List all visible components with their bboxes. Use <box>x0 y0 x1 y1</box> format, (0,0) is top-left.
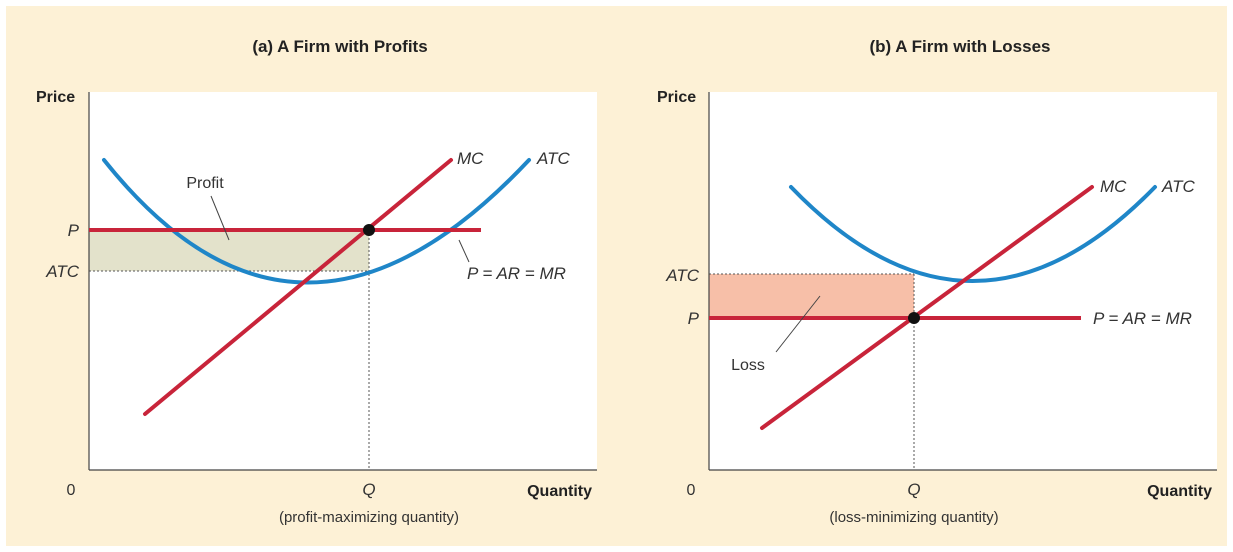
panel-b-x-axis-title: Quantity <box>1147 483 1212 500</box>
panel-a-price-line-label: P = AR = MR <box>467 264 566 283</box>
panel-b-tick-atc: ATC <box>665 266 699 285</box>
panel-a-equilibrium-point <box>363 224 375 236</box>
loss-pointer <box>775 295 821 353</box>
panel-a-q-note: (profit-maximizing quantity) <box>279 509 459 526</box>
panel-b-atc-curve <box>789 185 1157 283</box>
panel-a-atc-label: ATC <box>536 149 570 168</box>
panel-a-price-pointer <box>458 239 470 263</box>
panel-b-tick-q: Q <box>907 480 920 499</box>
panel-a-x-axis-title: Quantity <box>527 483 592 500</box>
panel-a-mc-label: MC <box>457 149 484 168</box>
panel-a-tick-p: P <box>68 221 80 240</box>
panel-b-q-note: (loss-minimizing quantity) <box>829 509 998 526</box>
panel-a-tick-q: Q <box>362 480 375 499</box>
panel-a-title: (a) A Firm with Profits <box>252 37 427 56</box>
panel-b: (b) A Firm with Losses Loss P = AR = MR … <box>657 37 1217 526</box>
panel-b-y-axis-title: Price <box>657 89 696 106</box>
panel-a: (a) A Firm with Profits Profit P = AR = … <box>36 37 597 526</box>
panel-b-origin: 0 <box>687 482 696 499</box>
panel-b-tick-p: P <box>688 309 700 328</box>
loss-label: Loss <box>731 357 765 374</box>
panel-b-mc-label: MC <box>1100 177 1127 196</box>
panel-b-equilibrium-point <box>908 312 920 324</box>
profit-label: Profit <box>186 175 224 192</box>
panel-a-atc-curve <box>102 158 531 285</box>
panel-b-title: (b) A Firm with Losses <box>869 37 1050 56</box>
panel-b-price-line-label: P = AR = MR <box>1093 309 1192 328</box>
profit-pointer <box>210 195 230 241</box>
loss-area <box>709 274 914 318</box>
panel-a-tick-atc: ATC <box>45 262 79 281</box>
panel-a-mc-curve <box>143 158 453 416</box>
panel-b-atc-label: ATC <box>1161 177 1195 196</box>
panel-b-mc-curve <box>760 185 1094 430</box>
panel-a-y-axis-title: Price <box>36 89 75 106</box>
panel-a-origin: 0 <box>67 482 76 499</box>
